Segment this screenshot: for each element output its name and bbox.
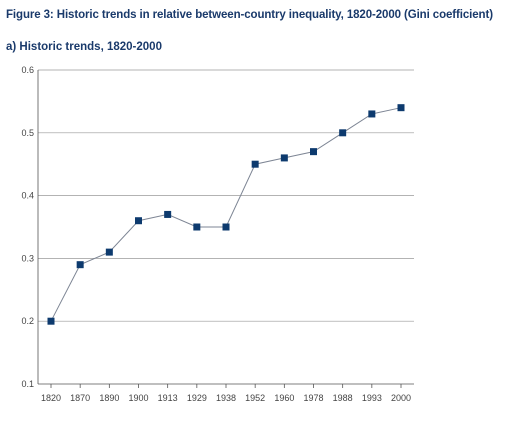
y-tick-label: 0.2 [21, 316, 34, 326]
data-point-marker [368, 110, 376, 118]
x-tick-label: 2000 [391, 393, 411, 403]
x-tick-label: 1993 [362, 393, 382, 403]
y-axis-ticks: 0.1 0.2 0.3 0.4 0.5 0.6 [21, 65, 34, 389]
y-tick-label: 0.5 [21, 128, 34, 138]
y-tick-label: 0.1 [21, 379, 34, 389]
data-point-marker [47, 317, 55, 325]
figure-subtitle: a) Historic trends, 1820-2000 [6, 41, 162, 53]
data-point-marker [310, 148, 317, 156]
data-point-marker [339, 129, 347, 137]
y-tick-label: 0.3 [21, 253, 34, 263]
x-tick-label: 1978 [303, 393, 323, 403]
x-tick-label: 1960 [274, 393, 294, 403]
data-point-marker [76, 261, 84, 269]
data-point-marker [135, 217, 142, 225]
data-point-marker [193, 223, 201, 231]
x-axis-ticks: 1820 1870 1890 1900 1913 1929 1938 1952 1960 1978… [41, 384, 411, 403]
figure-title: Figure 3: Historic trends in relative be… [6, 9, 493, 21]
gridlines [38, 69, 414, 322]
x-tick-label: 1900 [128, 393, 148, 403]
x-tick-label: 1913 [158, 393, 178, 403]
series-gini [47, 104, 405, 325]
x-tick-label: 1952 [245, 393, 265, 403]
x-tick-label: 1820 [41, 393, 61, 403]
data-point-marker [397, 104, 405, 112]
data-point-marker [164, 210, 172, 218]
x-tick-label: 1870 [70, 393, 90, 403]
y-tick-label: 0.4 [21, 191, 34, 201]
x-tick-label: 1938 [216, 393, 236, 403]
series-line [50, 107, 402, 322]
x-tick-label: 1988 [333, 393, 353, 403]
x-tick-label: 1929 [187, 393, 207, 403]
y-tick-label: 0.6 [21, 65, 34, 75]
x-tick-label: 1890 [99, 393, 119, 403]
data-point-marker [251, 160, 259, 168]
data-point-marker [222, 223, 230, 231]
data-point-marker [280, 154, 288, 162]
data-point-marker [105, 248, 113, 256]
